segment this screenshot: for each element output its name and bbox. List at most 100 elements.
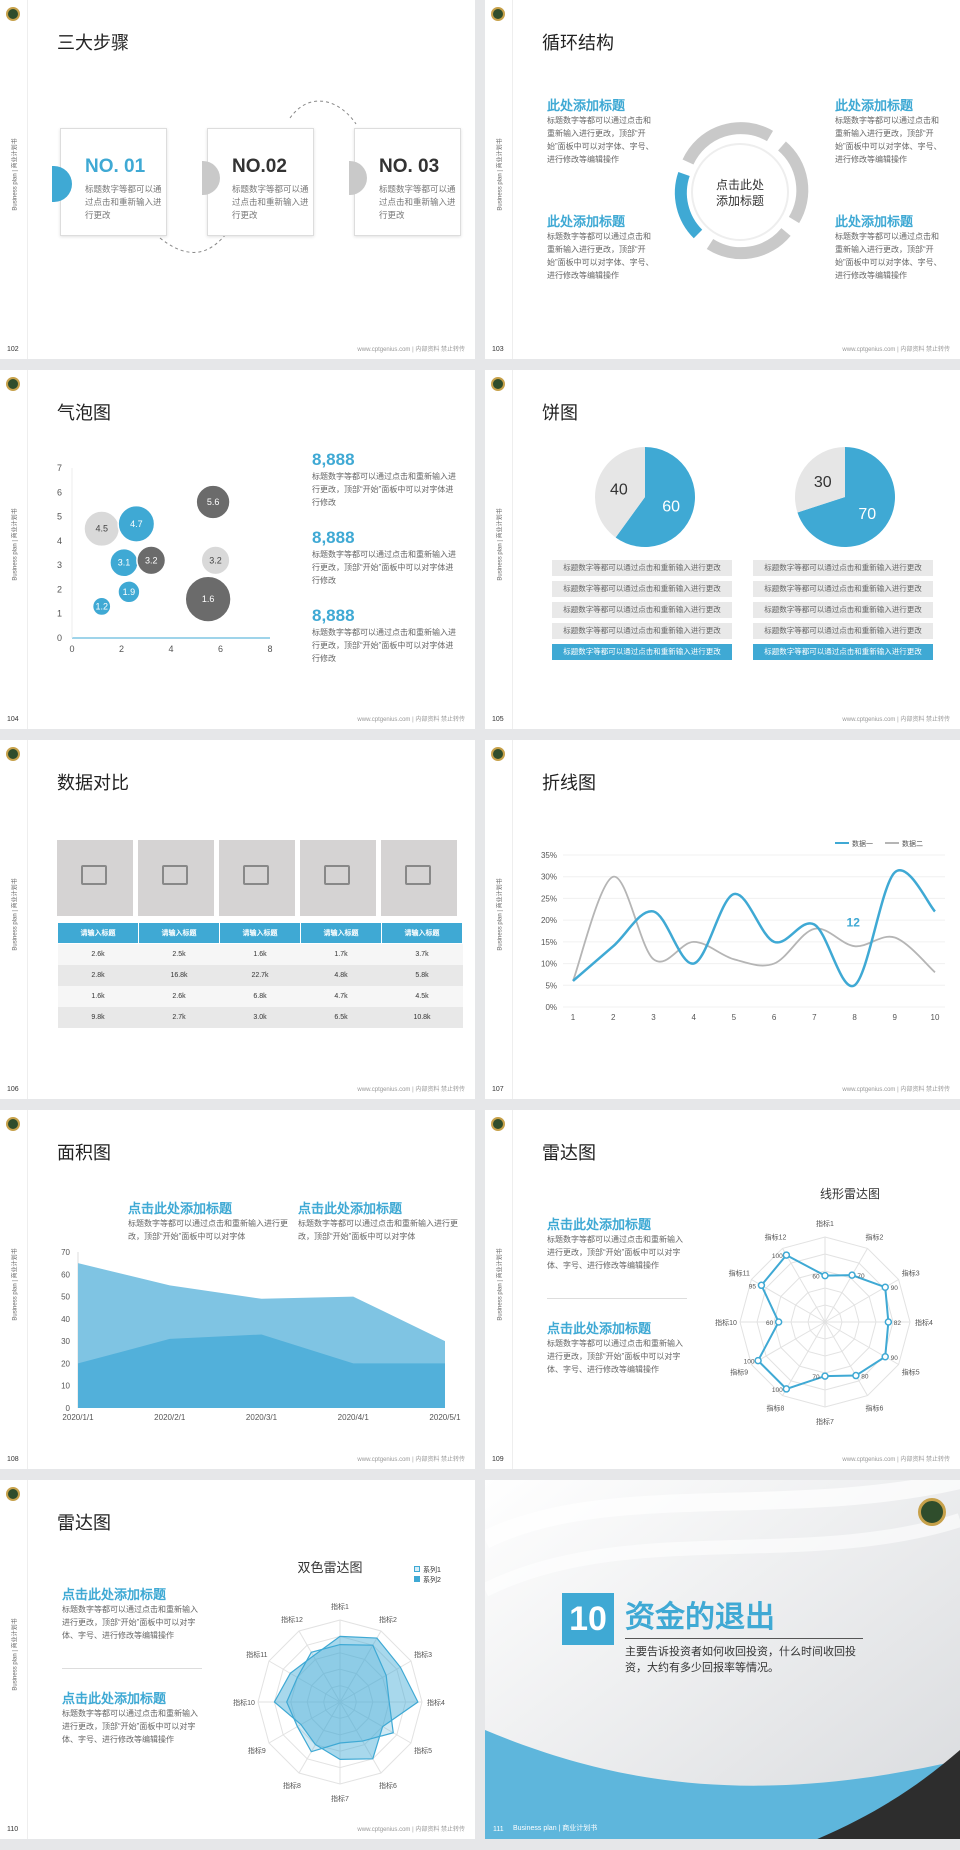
table-cell: 9.8k <box>57 1006 139 1028</box>
divider <box>27 740 28 1099</box>
table-row: 2.8k 16.8k 22.7k 4.8k 5.8k <box>57 964 463 986</box>
image-icon <box>243 865 269 885</box>
y-tick-label: 15% <box>541 938 557 947</box>
legend-label: 数据一 <box>852 839 873 848</box>
stat-block: 8,888 标题数字等都可以通过点击和重新输入进行更改，顶部“开始”面板中可以对… <box>312 450 457 509</box>
x-tick-label: 7 <box>812 1013 817 1022</box>
legend-row: 标题数字等都可以通过点击和重新输入进行更改 <box>753 581 933 597</box>
legend-row: 标题数字等都可以通过点击和重新输入进行更改 <box>552 560 732 576</box>
y-tick-label: 0 <box>57 633 62 643</box>
slide-110[interactable]: Business plan | 商业计划书 雷达图 点击此处添加标题 标题数字等… <box>0 1480 475 1839</box>
step-card-3: NO. 03 标题数字等都可以通过点击和重新输入进行更改 <box>354 128 461 236</box>
table-cell: 6.8k <box>219 985 301 1007</box>
block-heading: 点击此处添加标题 <box>62 1691 167 1706</box>
radar-value-label: 100 <box>744 1359 755 1366</box>
x-tick-label: 2 <box>611 1013 616 1022</box>
radar-axis-label: 指标7 <box>331 1794 349 1803</box>
radar-point <box>754 1356 762 1365</box>
footer: www.cptgenius.com | 内部资料 禁止转传 <box>842 717 950 723</box>
slide-107[interactable]: Business plan | 商业计划书 折线图 0% 5% 10% 15% 20% 2… <box>485 740 960 1099</box>
image-placeholder[interactable] <box>300 840 376 916</box>
legend-row: 标题数字等都可以通过点击和重新输入进行更改 <box>753 623 933 639</box>
radar-point <box>881 1353 889 1361</box>
divider <box>27 0 28 359</box>
x-tick-label: 4 <box>691 1013 696 1022</box>
block-text: 标题数字等都可以通过点击和重新输入进行更改，顶部“开始”面板中可以对字体、字号、… <box>547 116 654 164</box>
image-placeholder[interactable] <box>138 840 214 916</box>
radar-series-area <box>286 1643 394 1753</box>
radar-axis-label: 指标7 <box>816 1417 834 1426</box>
radar-axis-label: 指标9 <box>248 1746 266 1755</box>
slide-104[interactable]: Business plan | 商业计划书 气泡图 0 2 4 6 8 0 1 2 3 4 5 6 7 1… <box>0 370 475 729</box>
footer: www.cptgenius.com | 内部资料 禁止转传 <box>357 347 465 353</box>
y-tick-label: 30% <box>541 873 557 882</box>
legend-row: 标题数字等都可以通过点击和重新输入进行更改 <box>753 560 933 576</box>
x-tick-label: 2020/2/1 <box>154 1413 186 1422</box>
block-heading: 点击此处添加标题 <box>298 1201 403 1216</box>
bubble-label: 4.5 <box>95 524 108 534</box>
step-text: 标题数字等都可以通过点击和重新输入进行更改 <box>379 184 456 220</box>
table-cell: 2.6k <box>138 985 220 1007</box>
y-tick-label: 25% <box>541 894 557 903</box>
divider <box>512 1110 513 1469</box>
y-tick-label: 2 <box>57 584 62 594</box>
image-placeholder[interactable] <box>219 840 295 916</box>
table-cell: 1.6k <box>219 943 301 965</box>
divider <box>62 1668 202 1669</box>
image-icon <box>324 865 350 885</box>
table-cell: 2.8k <box>57 964 139 986</box>
column-header: 请输入标题 <box>138 922 220 944</box>
radar-chart-dual: 指标1 指标2 指标3 指标4 指标5 指标6 指标7 指标8 指标9 指标10 指标11 指标12 <box>233 1602 445 1803</box>
table-cell: 10.8k <box>381 1006 463 1028</box>
table-cell: 22.7k <box>219 964 301 986</box>
slide-title: 面积图 <box>57 1143 111 1163</box>
chapter-description: 主要告诉投资者如何收回投资，什么时间收回投资，大约有多少回报率等情况。 <box>625 1646 856 1674</box>
slide-106[interactable]: Business plan | 商业计划书 数据对比 请输入标题 请输入标题 请… <box>0 740 475 1099</box>
text-block: 点击此处添加标题 标题数字等都可以通过点击和重新输入进行更改，顶部“开始”面板中… <box>547 1318 687 1376</box>
block-text: 标题数字等都可以通过点击和重新输入进行更改，顶部“开始”面板中可以对字体、字号、… <box>62 1709 198 1744</box>
table-cell: 2.6k <box>57 943 139 965</box>
radar-axis-label: 指标2 <box>379 1615 397 1624</box>
slide-number: 111 <box>493 1826 504 1833</box>
image-placeholder[interactable] <box>57 840 133 916</box>
radar-axis-label: 指标9 <box>730 1368 748 1377</box>
slide-109[interactable]: Business plan | 商业计划书 雷达图 点击此处添加标题 标题数字等… <box>485 1110 960 1469</box>
slide-title: 循环结构 <box>542 33 614 53</box>
slide-108[interactable]: Business plan | 商业计划书 面积图 点击此处添加标题 标题数字等… <box>0 1110 475 1469</box>
radar-axis-label: 指标1 <box>816 1219 834 1228</box>
logo-icon <box>491 377 505 391</box>
y-tick-label: 70 <box>61 1248 70 1257</box>
radar-axis-label: 指标5 <box>414 1746 432 1755</box>
y-tick-label: 20 <box>61 1359 70 1368</box>
radar-axis <box>824 1248 868 1323</box>
chart-title: 线形雷达图 <box>819 1187 880 1201</box>
slide-title: 雷达图 <box>542 1143 596 1163</box>
legend-label: 系列2 <box>423 1577 441 1584</box>
block-heading: 点击此处添加标题 <box>62 1587 167 1602</box>
slide-102[interactable]: Business plan | 商业计划书 三大步骤 NO. 01 标题数字等都… <box>0 0 475 359</box>
side-label: Business plan | 商业计划书 <box>497 138 504 211</box>
pie-label: 30 <box>814 474 832 491</box>
pie-slice <box>795 447 845 513</box>
stat-text: 标题数字等都可以通过点击和重新输入进行更改，顶部“开始”面板中可以对字体进行修改 <box>312 550 456 585</box>
pie-slice <box>595 447 645 538</box>
slide-103[interactable]: Business plan | 商业计划书 循环结构 点击此处 添加标题 此处添… <box>485 0 960 359</box>
table-cell: 4.7k <box>300 985 382 1007</box>
radar-point <box>774 1318 783 1326</box>
step-card-1: NO. 01 标题数字等都可以通过点击和重新输入进行更改 <box>60 128 167 236</box>
radar-axis-label: 指标10 <box>715 1318 737 1327</box>
table-cell: 5.8k <box>381 964 463 986</box>
image-placeholder[interactable] <box>381 840 457 916</box>
step-card-2: NO.02 标题数字等都可以通过点击和重新输入进行更改 <box>207 128 314 236</box>
slide-105[interactable]: Business plan | 商业计划书 饼图 60 40 70 30 标题数字等… <box>485 370 960 729</box>
x-tick-label: 8 <box>267 644 272 654</box>
slide-111[interactable]: 10 资金的退出 主要告诉投资者如何收回投资，什么时间收回投资，大约有多少回报率… <box>485 1480 960 1839</box>
comparison-table: 请输入标题 请输入标题 请输入标题 请输入标题 请输入标题 2.6k 2.5k … <box>57 922 463 1028</box>
legend-row: 标题数字等都可以通过点击和重新输入进行更改 <box>753 644 933 660</box>
image-icon <box>162 865 188 885</box>
radar-axis <box>339 1660 412 1703</box>
radar-point <box>821 1372 829 1380</box>
table-cell: 3.0k <box>219 1006 301 1028</box>
footer: www.cptgenius.com | 内部资料 禁止转传 <box>357 717 465 723</box>
